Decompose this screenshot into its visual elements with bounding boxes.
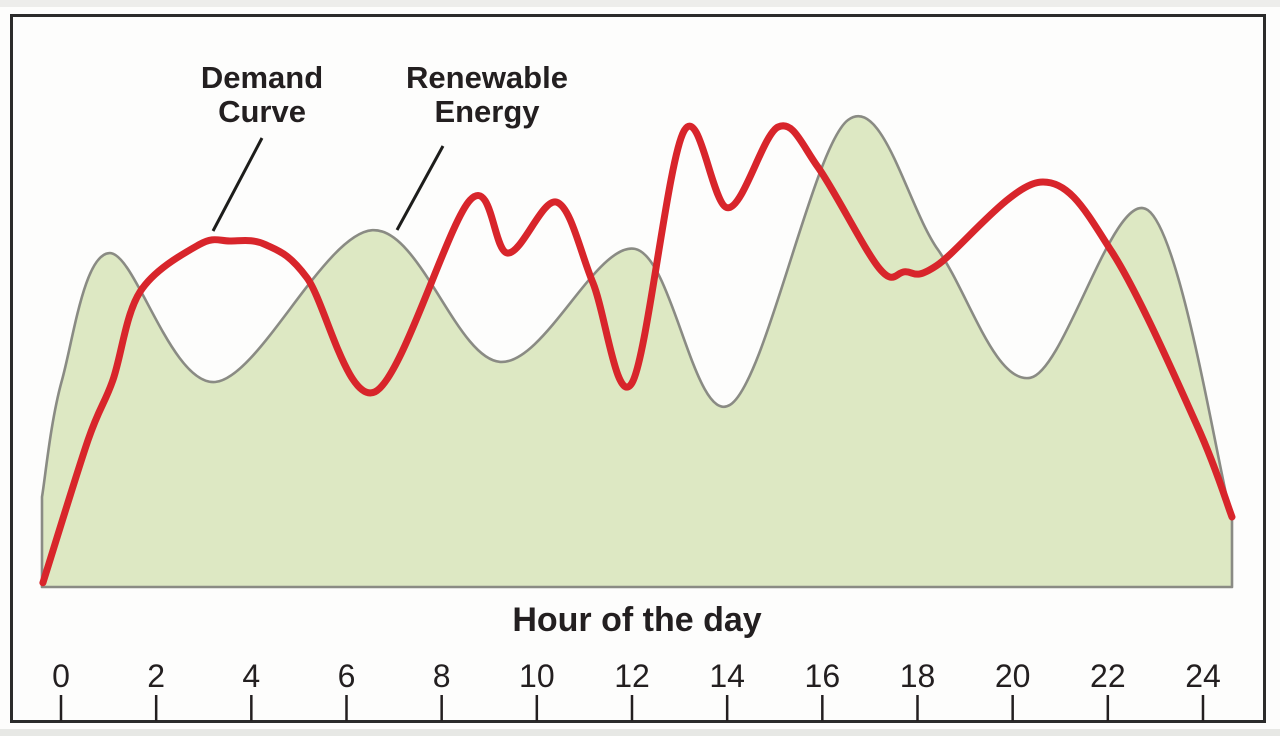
x-tick-label: 20 xyxy=(995,658,1031,694)
x-tick-label: 24 xyxy=(1185,658,1221,694)
x-axis-title: Hour of the day xyxy=(512,601,762,639)
x-tick-label: 0 xyxy=(52,658,70,694)
scan-edge-top xyxy=(0,0,1280,7)
x-tick-label: 18 xyxy=(900,658,936,694)
x-tick-label: 6 xyxy=(338,658,356,694)
renewable-energy-label: Renewable Energy xyxy=(406,60,568,129)
demand-leader-line xyxy=(211,137,264,232)
chart-frame xyxy=(10,14,1266,723)
demand-curve-line xyxy=(39,122,1236,587)
x-tick-label: 16 xyxy=(805,658,841,694)
x-tick-label: 8 xyxy=(433,658,451,694)
x-tick-label: 12 xyxy=(614,658,650,694)
renewable-leader-line xyxy=(395,145,445,231)
x-tick-label: 14 xyxy=(709,658,745,694)
renewable-energy-area xyxy=(40,115,1234,589)
scan-edge-bottom xyxy=(0,729,1280,736)
demand-curve-label: Demand Curve xyxy=(200,60,324,129)
x-tick-label: 10 xyxy=(519,658,555,694)
x-tick-label: 22 xyxy=(1090,658,1126,694)
x-tick-label: 4 xyxy=(242,658,260,694)
x-axis-ticks: 0 2 4 6 8 10 12 14 16 18 20 22 24 xyxy=(52,658,1221,721)
x-tick-label: 2 xyxy=(147,658,165,694)
